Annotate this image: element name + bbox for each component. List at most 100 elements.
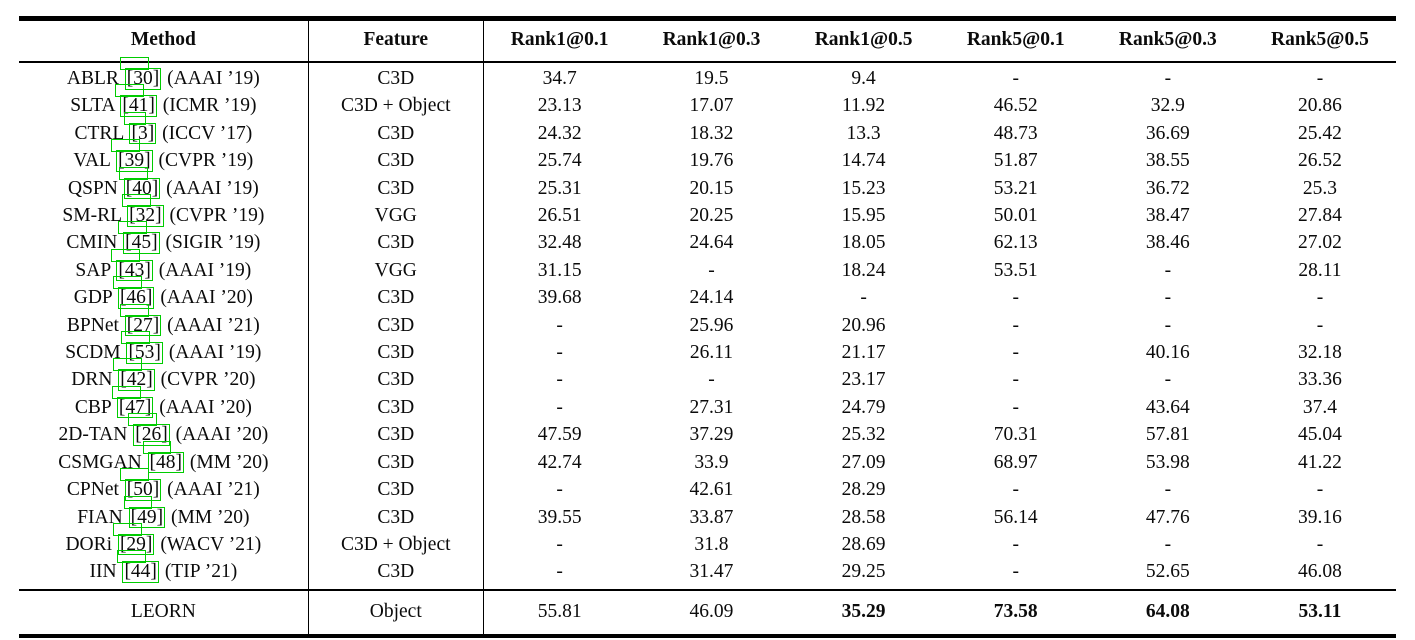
final-value-cell: 35.29	[787, 588, 940, 637]
table-row: CBP [47] (AAAI ’20) C3D - 27.31 24.79 - 43.64 3…	[19, 386, 1396, 422]
final-method-row: LEORN Object 55.81 46.09 35.29 73.58 64.08 53.1…	[19, 588, 1396, 637]
col-header-rank5-01: Rank5@0.1	[939, 18, 1092, 63]
feature-cell: C3D	[308, 174, 484, 203]
value-cell: -	[1012, 287, 1019, 309]
citation-link[interactable]: [40]	[118, 166, 161, 200]
feature-cell: C3D	[308, 229, 484, 257]
citation-link[interactable]: [46]	[113, 276, 155, 309]
method-cell: VAL [39] (CVPR ’19)	[19, 139, 309, 175]
value-cell: 57.81	[1145, 424, 1190, 446]
feature-cell: VGG	[308, 256, 484, 285]
method-cell: CBP [47] (AAAI ’20)	[19, 386, 309, 422]
citation-link[interactable]: [32]	[122, 194, 164, 227]
table-row: 2D-TAN [26] (AAAI ’20) C3D 47.59 37.29 25.32…	[19, 413, 1396, 449]
citation-link[interactable]: [29]	[113, 523, 155, 556]
value-cell: -	[1164, 314, 1172, 336]
value-cell: -	[1316, 479, 1324, 501]
citation-link[interactable]: [47]	[111, 386, 154, 419]
method-cell: CMIN [45] (SIGIR ’19)	[19, 221, 309, 257]
value-cell: 19.5	[694, 68, 729, 89]
feature-cell: C3D	[308, 558, 484, 590]
value-cell: -	[556, 342, 563, 364]
value-cell: -	[860, 287, 867, 309]
value-cell: 51.87	[993, 150, 1038, 172]
value-cell: 68.97	[993, 451, 1038, 473]
method-cell: CSMGAN [48] (MM ’20)	[19, 440, 309, 477]
table-row: QSPN [40] (AAAI ’19) C3D 25.31 20.15 15.23 53…	[19, 166, 1396, 203]
table-row: ABLR [30] (AAAI ’19) C3D 34.7 19.5 9.4 - - -	[19, 57, 1396, 93]
table-body: ABLR [30] (AAAI ’19) C3D 34.7 19.5 9.4- - - SLT…	[19, 57, 1396, 590]
value-cell: 33.9	[694, 451, 729, 473]
value-cell: 18.05	[841, 232, 886, 254]
value-cell: -	[1012, 369, 1019, 391]
method-cell: BPNet [27] (AAAI ’21)	[19, 303, 309, 340]
final-value-cell: 73.58	[939, 588, 1092, 637]
value-cell: 52.65	[1145, 561, 1190, 583]
feature-cell: C3D	[308, 311, 484, 340]
final-value-cell: 46.09	[635, 588, 788, 637]
value-cell: -	[556, 369, 563, 391]
table-row: SLTA [41] (ICMR ’19) C3D + Object 23.13 17.…	[19, 84, 1396, 120]
value-cell: 39.55	[537, 506, 582, 528]
value-cell: 23.13	[537, 95, 582, 117]
value-cell: -	[1316, 287, 1324, 309]
method-cell: DRN [42] (CVPR ’20)	[19, 358, 309, 394]
value-cell: 26.51	[537, 205, 582, 227]
citation-link[interactable]: [27]	[119, 303, 162, 337]
table-row: CMIN [45] (SIGIR ’19) C3D 32.48 24.64 18.05 6…	[19, 221, 1396, 257]
citation-link[interactable]: [45]	[118, 221, 160, 254]
citation-link[interactable]: [42]	[113, 358, 155, 391]
citation-link[interactable]: [50]	[119, 468, 162, 501]
citation-link[interactable]: [43]	[111, 249, 153, 282]
value-cell: 18.24	[841, 259, 886, 281]
citation-link[interactable]: [39]	[111, 139, 153, 172]
citation-link[interactable]: [26]	[128, 413, 170, 446]
citation-link[interactable]: [41]	[115, 84, 157, 117]
value-cell: 27.09	[841, 451, 886, 473]
final-value-cell: 64.08	[1091, 588, 1244, 637]
value-cell: -	[1012, 396, 1019, 418]
table-row: SM-RL [32] (CVPR ’19) VGG 26.51 20.25 15.95 5…	[19, 194, 1396, 230]
value-cell: -	[1164, 68, 1172, 89]
value-cell: 47.76	[1145, 506, 1190, 528]
citation-link[interactable]: [49]	[123, 495, 166, 528]
feature-cell: C3D	[308, 366, 484, 394]
value-cell: 47.59	[537, 424, 582, 446]
value-cell: 56.14	[993, 506, 1038, 528]
value-cell: 23.17	[841, 369, 886, 391]
table-row: CTRL [3] (ICCV ’17) C3D 24.32 18.32 13.3 48.7…	[19, 112, 1396, 148]
value-cell: 46.08	[1298, 561, 1342, 583]
value-cell: -	[1316, 314, 1324, 336]
value-cell: 36.69	[1145, 122, 1190, 144]
value-cell: 45.04	[1298, 424, 1342, 446]
value-cell: -	[1164, 533, 1172, 555]
value-cell: -	[1012, 342, 1019, 364]
citation-link[interactable]: [48]	[142, 440, 185, 474]
method-cell: 2D-TAN [26] (AAAI ’20)	[19, 413, 309, 449]
value-cell: 37.4	[1302, 396, 1337, 418]
value-cell: 20.96	[841, 314, 886, 336]
feature-cell: C3D	[308, 119, 484, 148]
value-cell: 32.18	[1298, 342, 1342, 364]
citation-link[interactable]: [53]	[121, 331, 163, 364]
feature-cell: VGG	[308, 202, 484, 230]
value-cell: 36.72	[1145, 177, 1190, 199]
value-cell: 53.51	[993, 259, 1038, 281]
value-cell: 13.3	[846, 122, 881, 144]
value-cell: 15.23	[841, 177, 886, 199]
value-cell: 18.32	[689, 122, 734, 144]
citation-link[interactable]: [44]	[117, 550, 159, 583]
value-cell: 21.17	[841, 342, 886, 364]
feature-cell: C3D	[308, 476, 484, 504]
col-header-rank5-05: Rank5@0.5	[1243, 18, 1396, 63]
value-cell: 20.86	[1298, 95, 1342, 117]
method-cell: DORi [29] (WACV ’21)	[19, 523, 309, 559]
value-cell: 14.74	[841, 150, 886, 172]
citation-link[interactable]: [3]	[124, 112, 157, 145]
value-cell: -	[708, 259, 715, 281]
value-cell: -	[556, 533, 563, 555]
value-cell: -	[1164, 287, 1172, 309]
value-cell: 26.52	[1298, 150, 1342, 172]
table-row: GDP [46] (AAAI ’20) C3D 39.68 24.14 - - - -	[19, 276, 1396, 312]
feature-cell: C3D + Object	[308, 92, 484, 120]
